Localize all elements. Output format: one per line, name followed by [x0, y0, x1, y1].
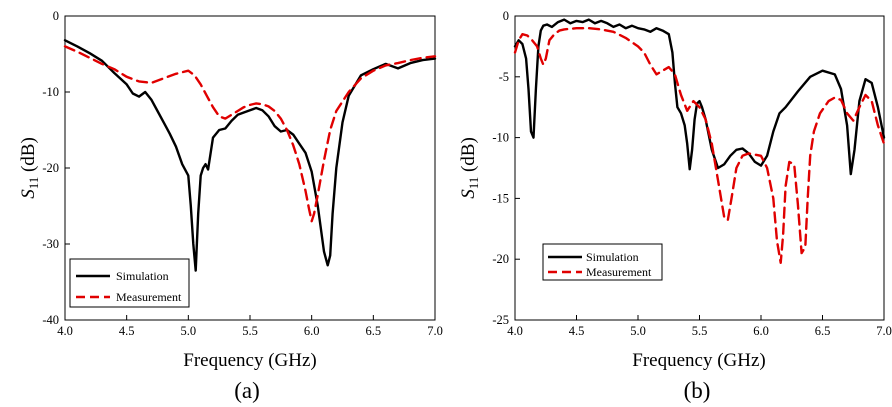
- panel-label: (a): [234, 378, 260, 403]
- y-tick-label: -20: [492, 252, 509, 266]
- y-tick-label: -15: [492, 191, 509, 205]
- y-tick-label: 0: [53, 9, 59, 23]
- chart-panel-b: 4.0 4.5 5.0 5.5 6.0 6.5 7.0 0 -5 -10 -15 -20 -25 Fr…: [458, 9, 892, 403]
- y-axis-label: S11 (dB): [458, 137, 481, 199]
- series-line-simulation: [513, 18, 886, 176]
- x-tick-label: 7.0: [876, 324, 892, 338]
- y-tick-label: -25: [492, 313, 509, 327]
- legend-label-measurement: Measurement: [586, 265, 652, 279]
- x-tick-label: 4.5: [119, 324, 135, 338]
- series-layer: [63, 39, 437, 272]
- y-axis-label-unit: (dB): [458, 137, 479, 177]
- y-tick-label: 0: [503, 9, 509, 23]
- x-tick-label: 6.0: [753, 324, 769, 338]
- legend: Simulation Measurement: [69, 258, 190, 308]
- y-tick-label: -40: [42, 313, 59, 327]
- tick-marks: [64, 15, 436, 321]
- tick-marks: [514, 15, 885, 321]
- legend-label-measurement: Measurement: [116, 290, 182, 304]
- x-tick-label: 7.0: [427, 324, 443, 338]
- x-tick-label: 5.0: [181, 324, 197, 338]
- y-tick-label: -30: [42, 237, 59, 251]
- x-tick-labels: 4.0 4.5 5.0 5.5 6.0 6.5 7.0: [507, 324, 892, 338]
- x-tick-label: 4.0: [507, 324, 523, 338]
- x-tick-label: 4.5: [569, 324, 585, 338]
- panel-label: (b): [684, 378, 711, 403]
- y-axis-label-subscript: 11: [26, 177, 41, 190]
- x-axis-label: Frequency (GHz): [183, 350, 316, 371]
- legend-box: [69, 258, 190, 308]
- y-axis-label-base: S: [18, 189, 39, 199]
- y-axis-label-subscript: 11: [466, 177, 481, 190]
- y-axis-label-base: S: [458, 189, 479, 199]
- x-tick-label: 5.5: [692, 324, 708, 338]
- series-line-measurement: [513, 27, 886, 264]
- legend: Simulation Measurement: [542, 243, 663, 281]
- x-tick-label: 5.5: [242, 324, 258, 338]
- y-axis-label: S11 (dB): [18, 137, 41, 199]
- y-axis-label-unit: (dB): [18, 137, 39, 177]
- chart-panel-a: 4.0 4.5 5.0 5.5 6.0 6.5 7.0 0 -10 -20 -30 -40 Freq…: [18, 9, 443, 403]
- x-tick-label: 5.0: [630, 324, 646, 338]
- x-tick-label: 4.0: [57, 324, 73, 338]
- y-tick-label: -10: [492, 131, 509, 145]
- x-tick-label: 6.0: [304, 324, 320, 338]
- series-line-measurement: [63, 45, 437, 223]
- y-tick-label: -10: [42, 85, 59, 99]
- x-tick-labels: 4.0 4.5 5.0 5.5 6.0 6.5 7.0: [57, 324, 443, 338]
- legend-box: [542, 243, 663, 281]
- y-tick-labels: 0 -10 -20 -30 -40: [42, 9, 59, 327]
- x-tick-label: 6.5: [815, 324, 831, 338]
- y-tick-labels: 0 -5 -10 -15 -20 -25: [492, 9, 509, 327]
- x-tick-label: 6.5: [366, 324, 382, 338]
- legend-label-simulation: Simulation: [116, 269, 169, 283]
- x-axis-label: Frequency (GHz): [632, 350, 765, 371]
- legend-label-simulation: Simulation: [586, 250, 639, 264]
- y-tick-label: -5: [499, 70, 509, 84]
- y-tick-label: -20: [42, 161, 59, 175]
- series-layer: [513, 18, 886, 264]
- series-line-simulation: [63, 39, 437, 272]
